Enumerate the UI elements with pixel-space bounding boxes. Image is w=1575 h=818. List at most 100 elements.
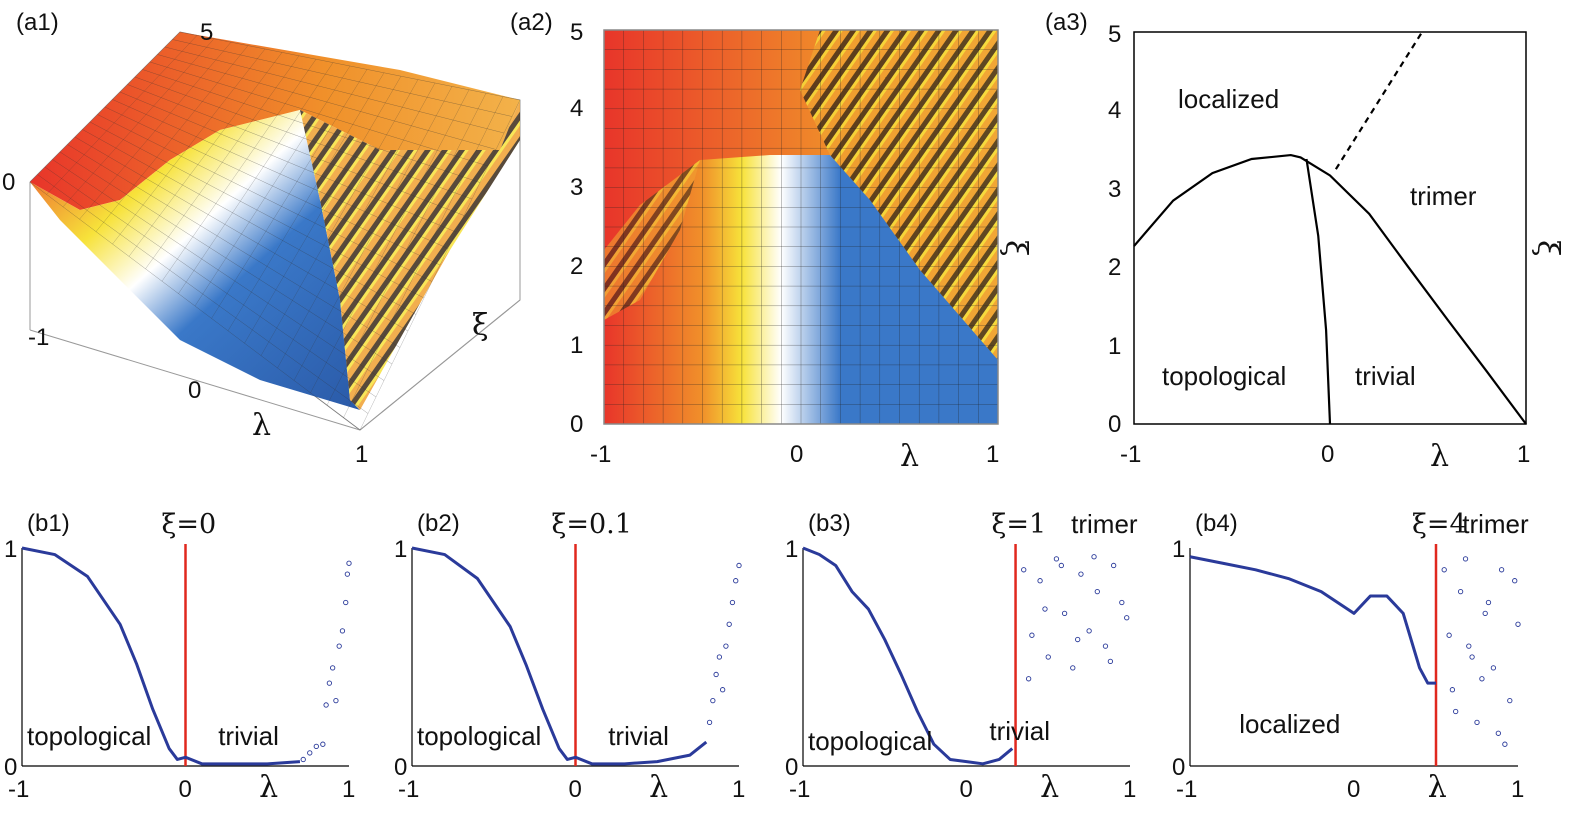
a1-mesh-line-u xyxy=(97,114,433,282)
b3-point xyxy=(1053,556,1060,562)
b2-point xyxy=(706,719,713,726)
a3-y-tick-0: 0 xyxy=(1108,411,1121,438)
a2-x-symbol: λ xyxy=(900,439,919,474)
a1-mesh-line-v xyxy=(359,99,521,431)
a3-y-tick-1: 1 xyxy=(1108,333,1121,360)
b3-point xyxy=(1111,562,1117,569)
a1-mesh-line-v xyxy=(277,82,436,369)
b3-title: ξ=1 xyxy=(992,509,1047,540)
b4-point xyxy=(1469,654,1475,660)
panel-a1: (a1) 5 0 -1 0 1 λ ξ xyxy=(2,9,521,468)
b3-region-trivial: trivial xyxy=(989,716,1050,746)
a1-mesh xyxy=(29,31,521,431)
a1-box-edge-bottom xyxy=(29,329,361,431)
a1-mesh-line-u xyxy=(37,174,369,414)
a3-y-tick-2: 2 xyxy=(1108,254,1121,281)
a2-x-tick-0: 0 xyxy=(790,441,803,468)
a3-y-tick-3: 3 xyxy=(1108,176,1121,203)
b4-region-trimer: trimer xyxy=(1462,509,1529,539)
a2-heatmap-trimer xyxy=(800,30,998,360)
b4-point xyxy=(1449,687,1456,693)
b1-x-tick-1: 1 xyxy=(342,776,355,803)
b3-region-topological: topological xyxy=(808,726,932,756)
panel-label-a2: (a2) xyxy=(510,9,553,36)
a1-mesh-line-v xyxy=(310,89,470,393)
a1-mesh-line-v xyxy=(178,62,334,294)
a1-x-tick-1: 1 xyxy=(355,441,368,468)
b4-point xyxy=(1515,621,1521,627)
b3-point xyxy=(1045,654,1051,660)
a2-y-tick-4: 4 xyxy=(570,95,583,122)
b1-region-topological: topological xyxy=(27,721,151,751)
a3-region-localized: localized xyxy=(1178,84,1279,114)
a1-mesh-line-u xyxy=(82,129,417,315)
b3-x-tick-1: 1 xyxy=(1123,776,1136,803)
b3-point xyxy=(1086,628,1092,634)
b3-x-symbol: λ xyxy=(1040,770,1059,805)
b3-point xyxy=(1107,658,1114,665)
a1-mesh-line-v xyxy=(326,93,487,406)
b4-point xyxy=(1457,588,1464,595)
b1-point xyxy=(343,599,349,606)
b3-point xyxy=(1058,562,1064,569)
a2-x-tick-1: 1 xyxy=(986,441,999,468)
a1-mesh-line-v xyxy=(128,52,283,257)
b4-point xyxy=(1490,665,1497,671)
b1-point xyxy=(346,560,352,566)
b4-point xyxy=(1507,697,1513,704)
b1-point xyxy=(344,571,351,577)
a2-y-tick-1: 1 xyxy=(570,332,583,359)
a3-region-topological: topological xyxy=(1162,361,1286,391)
a1-mesh-line-u xyxy=(157,54,497,150)
b2-x-tick-0: 0 xyxy=(569,776,582,803)
b2-point xyxy=(716,654,723,660)
a2-frame xyxy=(603,29,999,425)
a1-mesh-line-v xyxy=(145,55,300,269)
b4-y-tick-1: 1 xyxy=(1172,536,1185,563)
b4-point xyxy=(1479,676,1485,682)
b1-x-symbol: λ xyxy=(259,770,278,805)
b3-panel-label: (b3) xyxy=(808,510,851,537)
b2-curve xyxy=(411,546,708,766)
b3-point xyxy=(1119,599,1125,606)
a1-mesh-line-v xyxy=(194,65,351,307)
b3-point xyxy=(1102,643,1109,649)
a1-mesh-line-v xyxy=(244,76,402,344)
a1-mesh-line-v xyxy=(161,59,317,282)
b1-point xyxy=(320,741,326,747)
a1-mesh-line-u xyxy=(74,136,409,332)
b1-panel-label: (b1) xyxy=(27,510,70,537)
b3-curve xyxy=(802,546,1014,766)
a3-series-1 xyxy=(1305,158,1332,425)
b2-panel-label: (b2) xyxy=(417,510,460,537)
b2-title: ξ=0.1 xyxy=(552,509,632,540)
a1-mesh-line-u xyxy=(89,121,425,299)
b2-point xyxy=(726,621,732,627)
a1-mesh-line-v xyxy=(343,96,504,418)
b2-region-trivial: trivial xyxy=(608,721,669,751)
a1-mesh-line-u xyxy=(29,181,361,431)
a3-lines xyxy=(1133,31,1527,425)
b3-point xyxy=(1091,554,1097,560)
a2-y-ticks: 0 1 2 3 4 5 xyxy=(570,19,583,438)
a1-surface-top xyxy=(30,32,520,210)
a1-z-tick-5: 5 xyxy=(200,19,213,46)
a1-mesh-line-v xyxy=(29,31,181,183)
a1-mesh-line-u xyxy=(119,91,457,233)
a1-mesh-line-v xyxy=(62,38,215,207)
a2-y-tick-5: 5 xyxy=(570,19,583,46)
a3-series-0 xyxy=(1133,153,1527,425)
b2-x-tick-neg1: -1 xyxy=(398,776,419,803)
b4-curve xyxy=(1189,555,1436,685)
b4-point xyxy=(1466,643,1472,649)
b3-point xyxy=(1037,578,1043,584)
a3-x-symbol: λ xyxy=(1430,439,1449,474)
a1-mesh-line-u xyxy=(112,99,449,249)
a2-heatmap-left-stripes xyxy=(604,160,700,320)
a1-mesh-line-u xyxy=(52,159,385,381)
